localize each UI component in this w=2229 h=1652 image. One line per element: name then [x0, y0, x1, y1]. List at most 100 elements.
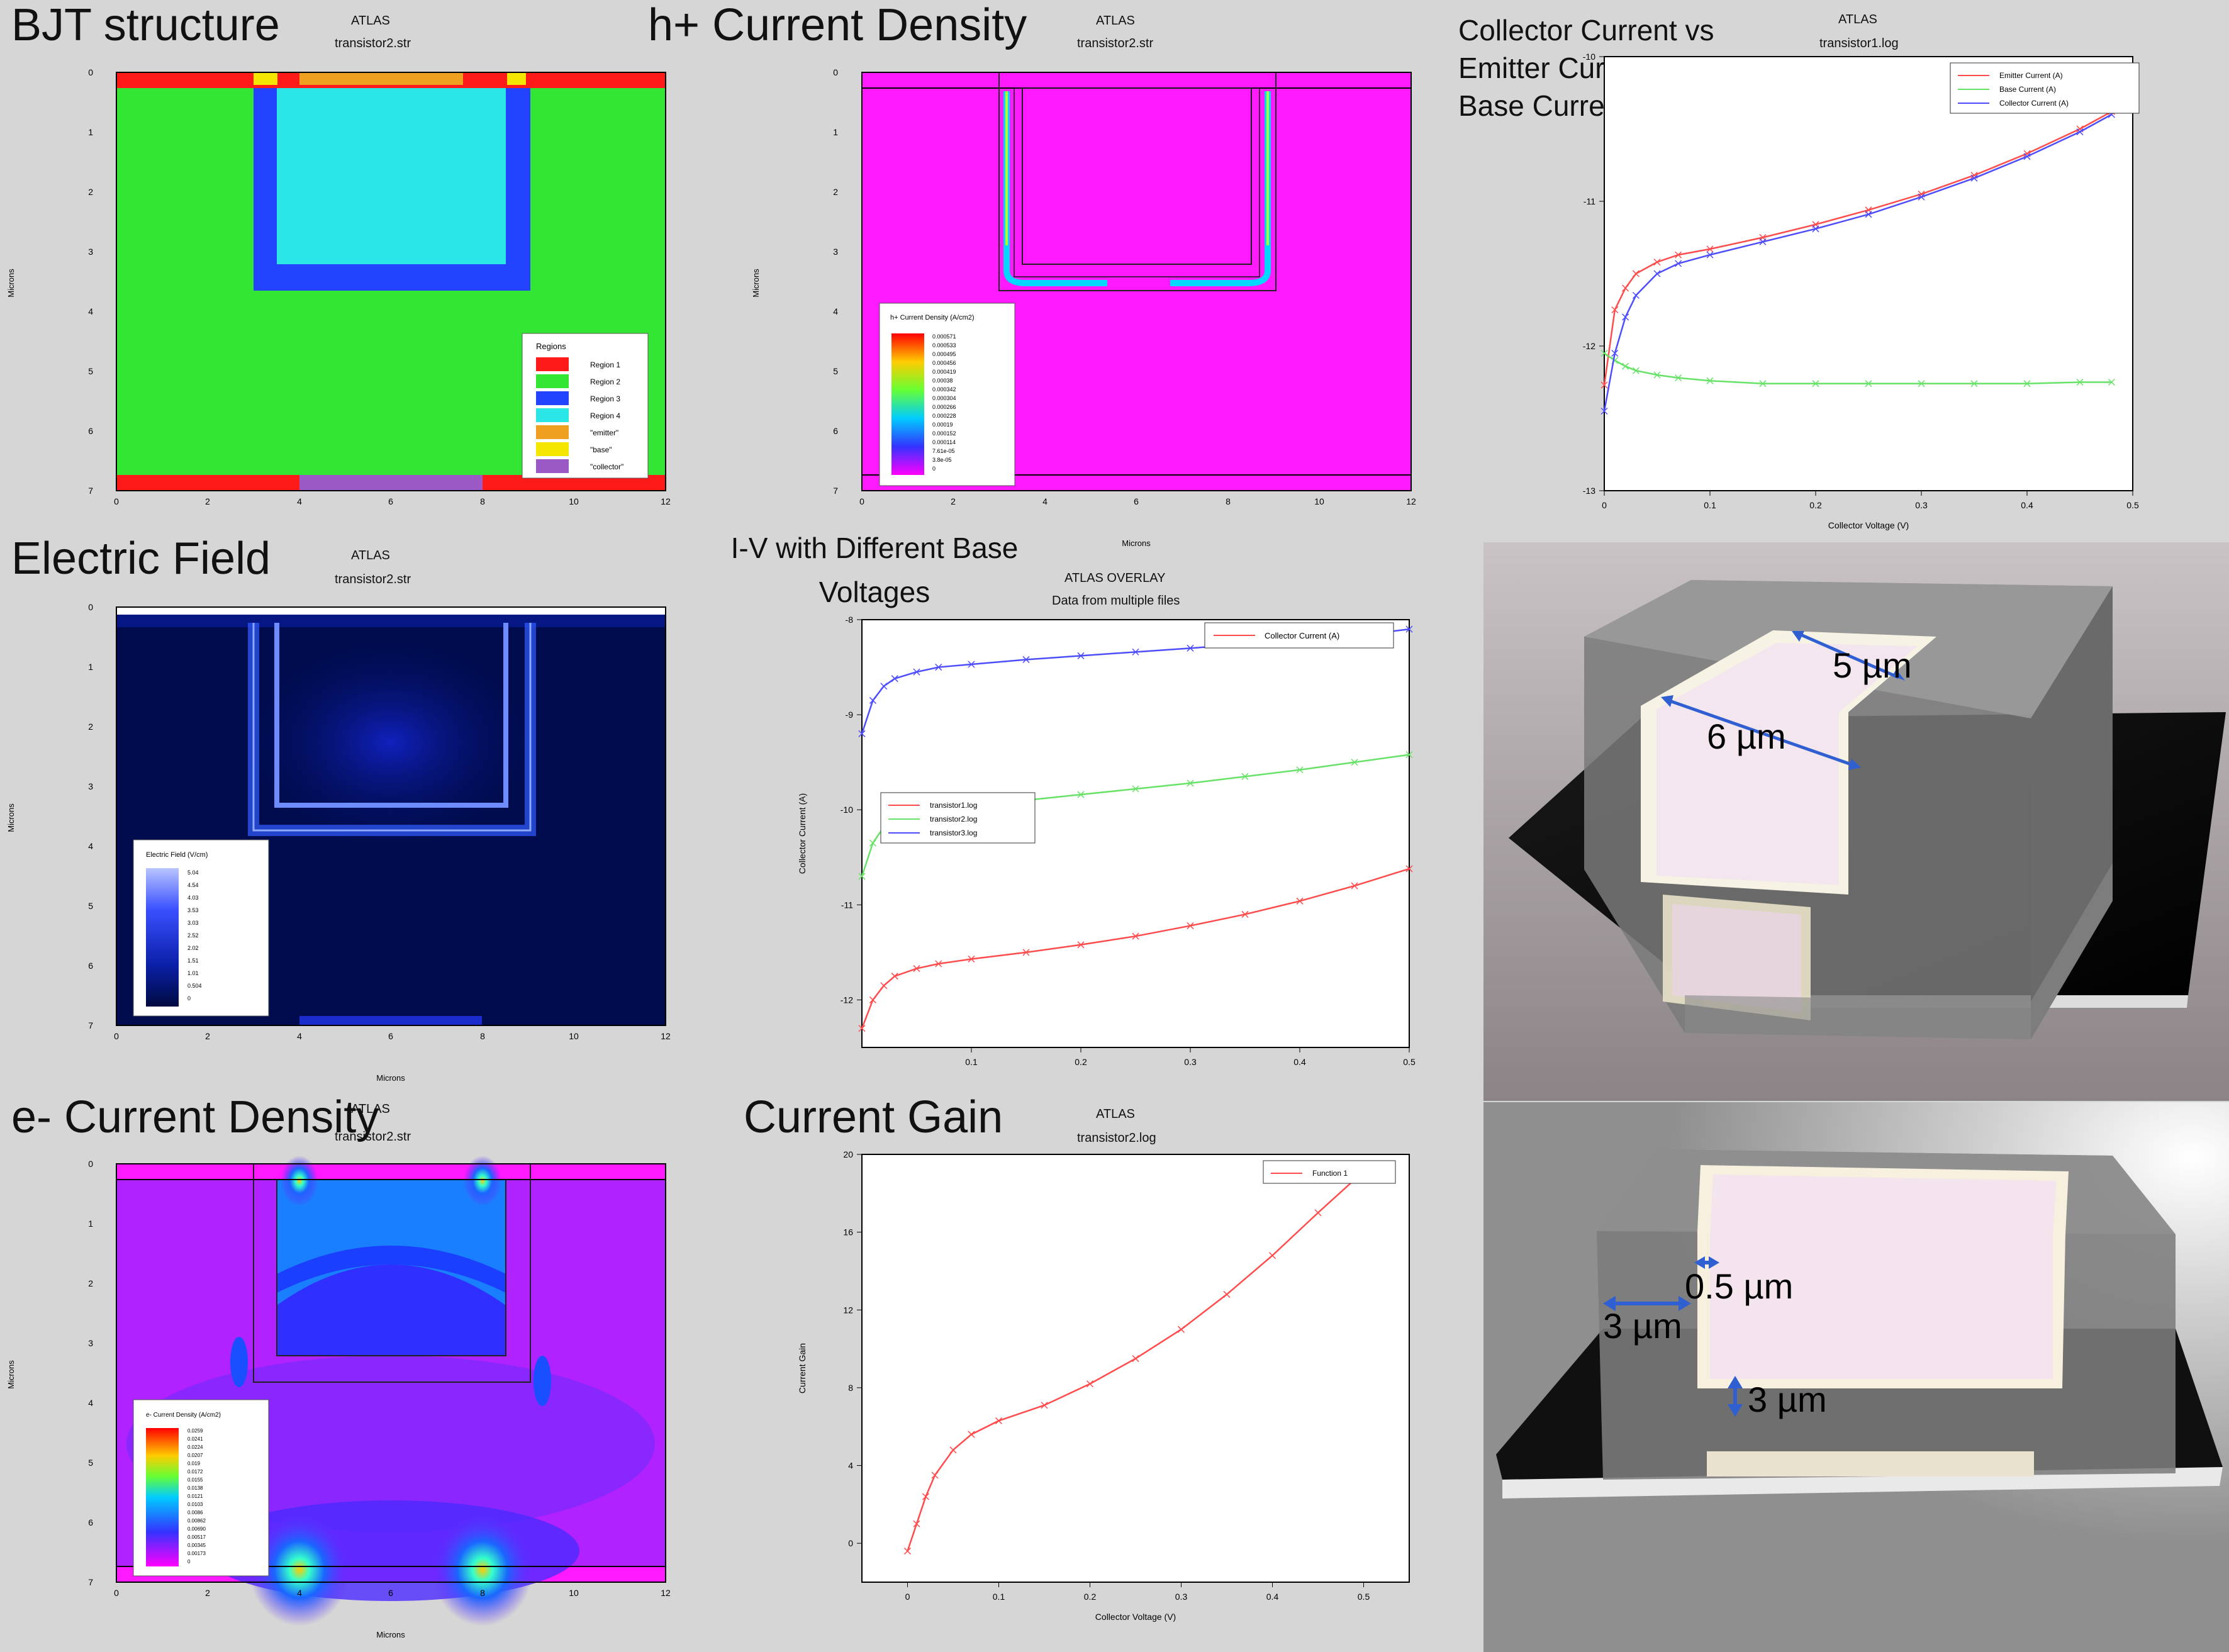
svg-text:Microns: Microns [376, 1630, 405, 1639]
y-tick-label: -11 [841, 900, 853, 910]
device-3d-render-top: 5 µm 6 µm [1483, 542, 2229, 1101]
eminus-file-label: transistor2.str [335, 1130, 411, 1144]
svg-text:4: 4 [297, 1588, 302, 1598]
iv-title: I-V with Different Base Voltages [730, 532, 1019, 608]
data-point [1632, 367, 1640, 374]
gain-title: Current Gain [744, 1092, 1003, 1142]
data-point [1675, 260, 1682, 267]
data-point [1632, 270, 1640, 277]
data-point [903, 1548, 912, 1555]
svg-text:0.0172: 0.0172 [187, 1469, 203, 1475]
data-point [995, 1417, 1003, 1424]
svg-text:10: 10 [569, 1588, 579, 1598]
y-tick-label: 8 [848, 1383, 853, 1393]
data-point [1622, 284, 1629, 292]
svg-text:0.000419: 0.000419 [932, 369, 956, 375]
data-point [1653, 270, 1661, 277]
svg-text:3: 3 [88, 1338, 93, 1348]
legend-label: transistor3.log [930, 829, 977, 837]
svg-text:0.0241: 0.0241 [187, 1436, 203, 1442]
svg-text:1.51: 1.51 [187, 957, 199, 964]
data-point [1601, 349, 1608, 357]
svg-text:3.03: 3.03 [187, 920, 199, 926]
data-point [1918, 380, 1925, 388]
svg-text:6: 6 [88, 426, 93, 436]
svg-text:2.52: 2.52 [187, 932, 199, 939]
svg-text:3.8e-05: 3.8e-05 [932, 457, 952, 463]
svg-text:1: 1 [88, 662, 93, 672]
data-point [949, 1446, 957, 1454]
data-point [1296, 897, 1304, 905]
svg-text:0.00862: 0.00862 [187, 1518, 206, 1524]
data-point [913, 668, 920, 676]
svg-text:0.000152: 0.000152 [932, 430, 956, 437]
plot-frame [1604, 56, 2133, 491]
svg-text:0.00517: 0.00517 [187, 1534, 206, 1540]
legend-item: "base" [590, 445, 612, 454]
svg-text:1: 1 [88, 1219, 93, 1229]
hplus-file-label: transistor2.str [1077, 36, 1154, 50]
bjt-structure-plot: Regions Region 1 Region 2 Region 3 Regio… [6, 67, 671, 506]
svg-text:5: 5 [833, 366, 838, 376]
x-tick-label: 0 [905, 1592, 910, 1602]
svg-text:1: 1 [88, 127, 93, 137]
svg-text:5: 5 [88, 901, 93, 911]
svg-text:4.54: 4.54 [187, 882, 199, 888]
cc-chart: 0 0.1 0.2 0.3 0.4 0.5 -10 -11 -12 -13 Collector Vo… [1583, 52, 2140, 530]
data-point [1086, 1380, 1094, 1388]
data-point [1622, 362, 1629, 370]
y-tick-label: -10 [1583, 52, 1595, 62]
gain-file-label: transistor2.log [1077, 1131, 1156, 1145]
eminus-atlas-label: ATLAS [351, 1102, 390, 1116]
hplus-title: h+ Current Density [648, 0, 1027, 50]
svg-text:8: 8 [480, 496, 485, 506]
data-point [1611, 306, 1619, 314]
svg-text:3: 3 [833, 247, 838, 257]
svg-text:7: 7 [833, 486, 838, 496]
data-point [2023, 153, 2031, 160]
gain-atlas-label: ATLAS [1096, 1107, 1135, 1121]
svg-text:0: 0 [114, 1031, 119, 1041]
svg-text:2: 2 [88, 1278, 93, 1288]
svg-text:6: 6 [88, 1517, 93, 1527]
x-tick-label: 0.5 [1403, 1057, 1416, 1067]
svg-text:3: 3 [88, 247, 93, 257]
svg-text:0.0207: 0.0207 [187, 1453, 203, 1458]
svg-text:0.000228: 0.000228 [932, 413, 956, 419]
y-tick-label: -9 [846, 710, 854, 720]
bjt-atlas-label: ATLAS [351, 14, 390, 28]
svg-text:0.000571: 0.000571 [932, 333, 956, 340]
data-point [913, 965, 920, 973]
bjt-legend-title: Regions [536, 342, 566, 351]
svg-text:0: 0 [114, 496, 119, 506]
svg-text:7: 7 [88, 1020, 93, 1030]
data-point [935, 664, 942, 671]
data-point [2108, 378, 2115, 386]
x-tick-label: 0.3 [1184, 1057, 1197, 1067]
data-point [1041, 1402, 1048, 1409]
gain-chart: 0 0.1 0.2 0.3 0.4 0.5 0 4 8 12 16 20 Collector Volta… [797, 1149, 1410, 1622]
data-point [1759, 238, 1767, 245]
x-tick-label: 0.2 [1084, 1592, 1097, 1602]
legend-box [880, 792, 1036, 844]
y-axis-label: Current Gain [797, 1343, 807, 1393]
data-point [1970, 380, 1978, 388]
data-point [1314, 1209, 1322, 1217]
legend-label: Collector Current (A) [1265, 631, 1339, 640]
svg-text:0: 0 [932, 466, 936, 472]
x-axis-label: Collector Voltage (V) [1095, 1612, 1176, 1622]
svg-text:0.019: 0.019 [187, 1461, 201, 1466]
label-0-5um: 0.5 µm [1685, 1266, 1793, 1306]
data-point [891, 973, 898, 980]
data-point [1077, 791, 1085, 798]
svg-text:0: 0 [88, 67, 93, 77]
svg-text:Microns: Microns [6, 1360, 16, 1389]
legend-box [1263, 1160, 1396, 1184]
x-tick-label: 0.5 [2126, 500, 2139, 510]
legend-item: "emitter" [590, 428, 618, 437]
svg-text:0: 0 [114, 1588, 119, 1598]
x-tick-label: 0.4 [1266, 1592, 1279, 1602]
legend-item: Region 2 [590, 377, 620, 386]
svg-text:0.0155: 0.0155 [187, 1477, 203, 1483]
legend-label: transistor1.log [930, 801, 977, 810]
